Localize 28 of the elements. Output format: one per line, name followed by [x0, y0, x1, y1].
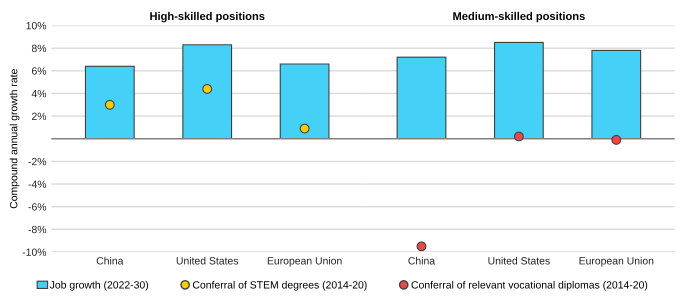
y-tick-label: 10% [26, 22, 46, 30]
bar [182, 44, 232, 140]
y-tick-label: 4% [32, 90, 46, 98]
y-tick-label: 6% [32, 67, 46, 75]
y-tick-label: -4% [28, 180, 46, 188]
y-tick-label: -10% [22, 248, 46, 256]
y-tick-label: -8% [28, 226, 46, 234]
legend-label: Conferral of relevant vocational diplomas (2014-20) [412, 280, 648, 291]
y-tick-label: 2% [32, 112, 46, 120]
chart-title: High-skilled positions [150, 12, 264, 22]
point [202, 84, 212, 94]
y-tick-label: 8% [32, 44, 46, 52]
bar [280, 63, 330, 140]
x-tick-label: China [96, 256, 124, 265]
x-tick-label: European Union [580, 256, 654, 267]
x-tick-label: United States [176, 256, 238, 265]
bar [84, 66, 135, 140]
y-tick-label: -6% [28, 203, 46, 211]
y-axis-title: Compound annual growth rate [10, 69, 20, 208]
legend-label: Job growth (2022-30) [50, 280, 148, 291]
x-tick-label: European Union [268, 256, 342, 267]
point [104, 100, 115, 110]
y-tick-label: -2% [28, 158, 46, 166]
x-tick-label: China [408, 256, 436, 265]
x-tick-label: United States [488, 256, 550, 265]
legend-label: Conferral of STEM degrees (2014-20) [192, 280, 367, 291]
point [300, 124, 310, 134]
chart-title: Medium-skilled positions [453, 12, 585, 22]
